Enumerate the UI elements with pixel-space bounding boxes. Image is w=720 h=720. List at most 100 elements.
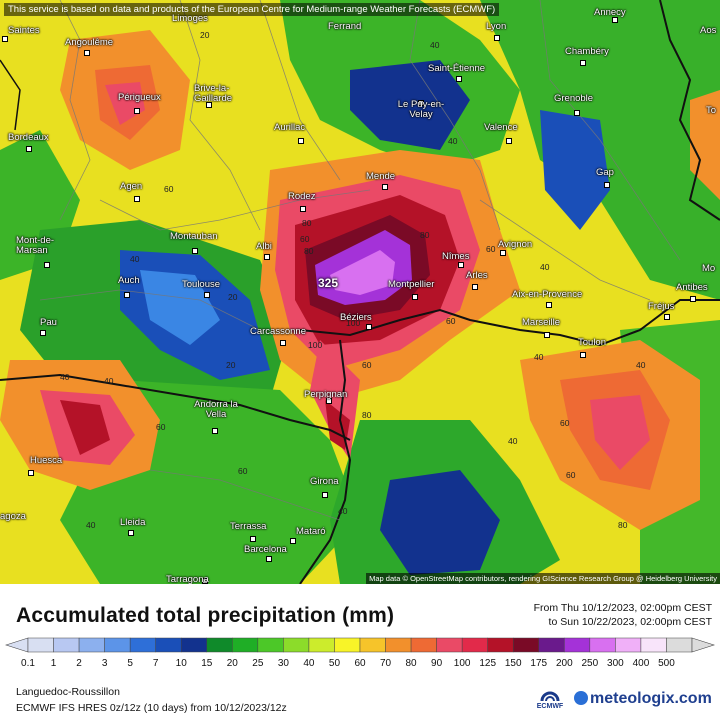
model-info: ECMWF IFS HRES 0z/12z (10 days) from 10/… — [16, 702, 287, 714]
contour-label: 60 — [156, 422, 166, 432]
city-label: Antibes — [676, 282, 708, 293]
legend-swatch — [359, 637, 386, 653]
legend-label: 10 — [176, 658, 188, 669]
city-label: Girona — [310, 476, 339, 487]
legend-label: 0.1 — [21, 658, 35, 669]
city-label: Grenoble — [554, 93, 594, 104]
date-range: From Thu 10/12/2023, 02:00pm CEST to Sun… — [534, 601, 712, 629]
city-label: Carcassonne — [250, 326, 306, 337]
map-title: Accumulated total precipitation (mm) — [16, 604, 395, 627]
color-legend: 0.1 1 2 3 5 7 10 15 20 25 30 40 50 60 70 80 90 100 125 150 1… — [0, 634, 720, 674]
city-label: Albi — [256, 241, 272, 252]
city-label: Pau — [40, 317, 57, 328]
city-label: Terrassa — [230, 521, 267, 532]
city-label: Rodez — [288, 191, 316, 202]
city-label: Saintes — [8, 25, 40, 36]
legend-swatch — [129, 637, 156, 653]
city-label: agoza — [0, 511, 26, 522]
contour-label: 60 — [300, 234, 310, 244]
city-label: Arles — [466, 270, 488, 281]
city-label: Nîmes — [442, 251, 470, 262]
legend-swatch — [589, 637, 616, 653]
city-label: Toulouse — [182, 279, 221, 290]
city-label: Annecy — [594, 7, 626, 18]
legend-swatch — [410, 637, 437, 653]
contour-label: 40 — [448, 136, 458, 146]
legend-label: 150 — [505, 658, 522, 669]
legend-swatch — [283, 637, 310, 653]
city-label: Limoges — [172, 13, 208, 24]
disclaimer-banner: This service is based on data and produc… — [4, 3, 500, 16]
brand-text: meteologix.com — [590, 690, 712, 707]
city-label: Le Puy-en-Velay — [397, 99, 445, 120]
legend-arrow-right — [691, 637, 715, 653]
legend-label: 500 — [658, 658, 675, 669]
legend-label: 7 — [153, 658, 159, 669]
legend-swatch — [206, 637, 233, 653]
contour-label: 20 — [228, 292, 238, 302]
legend-label: 30 — [278, 658, 290, 669]
legend-label: 400 — [633, 658, 650, 669]
city-label: Auch — [118, 275, 140, 286]
contour-label: 60 — [560, 418, 570, 428]
contour-label: 40 — [130, 254, 140, 264]
globe-icon — [574, 691, 588, 705]
legend-label: 3 — [102, 658, 108, 669]
legend-label: 15 — [201, 658, 213, 669]
city-label: Valence — [484, 122, 518, 133]
legend-swatch — [27, 637, 54, 653]
city-label: Mont-de-Marsan — [16, 235, 55, 256]
contour-label: 80 — [362, 410, 372, 420]
city-label: Angoulême — [65, 37, 114, 48]
city-label: Andorra la Vella — [194, 399, 238, 420]
legend-swatch — [334, 637, 361, 653]
legend-swatch — [461, 637, 488, 653]
legend-swatch — [564, 637, 591, 653]
legend-swatch — [666, 637, 693, 653]
legend-label: 125 — [479, 658, 496, 669]
legend-swatch — [640, 637, 667, 653]
city-label: Tarragona — [166, 574, 209, 585]
legend-swatch — [104, 637, 131, 653]
contour-label: 40 — [508, 436, 518, 446]
contour-label: 40 — [540, 262, 550, 272]
city-label: Mo — [702, 263, 716, 274]
ecmwf-logo: ECMWF — [533, 689, 567, 717]
city-label: Saint-Étienne — [428, 63, 486, 74]
brand-logo[interactable]: meteologix.com — [574, 690, 712, 708]
legend-label: 2 — [76, 658, 82, 669]
legend-swatch — [53, 637, 80, 653]
legend-label: 300 — [607, 658, 624, 669]
contour-label: 60 — [164, 184, 174, 194]
legend-swatch — [155, 637, 182, 653]
date-to: to Sun 10/22/2023, 02:00pm CEST — [548, 616, 712, 628]
contour-label: 40 — [60, 372, 70, 382]
date-from: From Thu 10/12/2023, 02:00pm CEST — [533, 602, 712, 614]
legend-swatch — [487, 637, 514, 653]
city-label: Mende — [366, 171, 396, 182]
legend-label: 70 — [380, 658, 392, 669]
city-label: To — [706, 105, 717, 116]
legend-swatch — [180, 637, 208, 653]
city-label: Agen — [120, 181, 143, 192]
legend-label: 90 — [431, 658, 443, 669]
city-label: Gap — [596, 167, 614, 178]
contour-label: 40 — [86, 520, 96, 530]
city-label: Aos — [700, 25, 717, 36]
legend-swatch — [512, 637, 540, 653]
contour-label: 40 — [636, 360, 646, 370]
city-label: Ferrand — [328, 21, 362, 32]
city-label: Chambéry — [565, 46, 609, 57]
contour-label: 20 — [226, 360, 236, 370]
legend-swatch — [257, 637, 284, 653]
contour-label: 100 — [308, 340, 323, 350]
legend-label: 50 — [329, 658, 341, 669]
legend-label: 25 — [252, 658, 264, 669]
max-value-label: 325 — [318, 276, 339, 290]
legend-label: 200 — [556, 658, 573, 669]
city-label: Périgueux — [118, 92, 161, 103]
legend-swatch — [232, 637, 259, 653]
contour-label: 40 — [338, 506, 348, 516]
map-attribution: Map data © OpenStreetMap contributors, r… — [366, 573, 720, 584]
contour-label: 80 — [302, 218, 312, 228]
